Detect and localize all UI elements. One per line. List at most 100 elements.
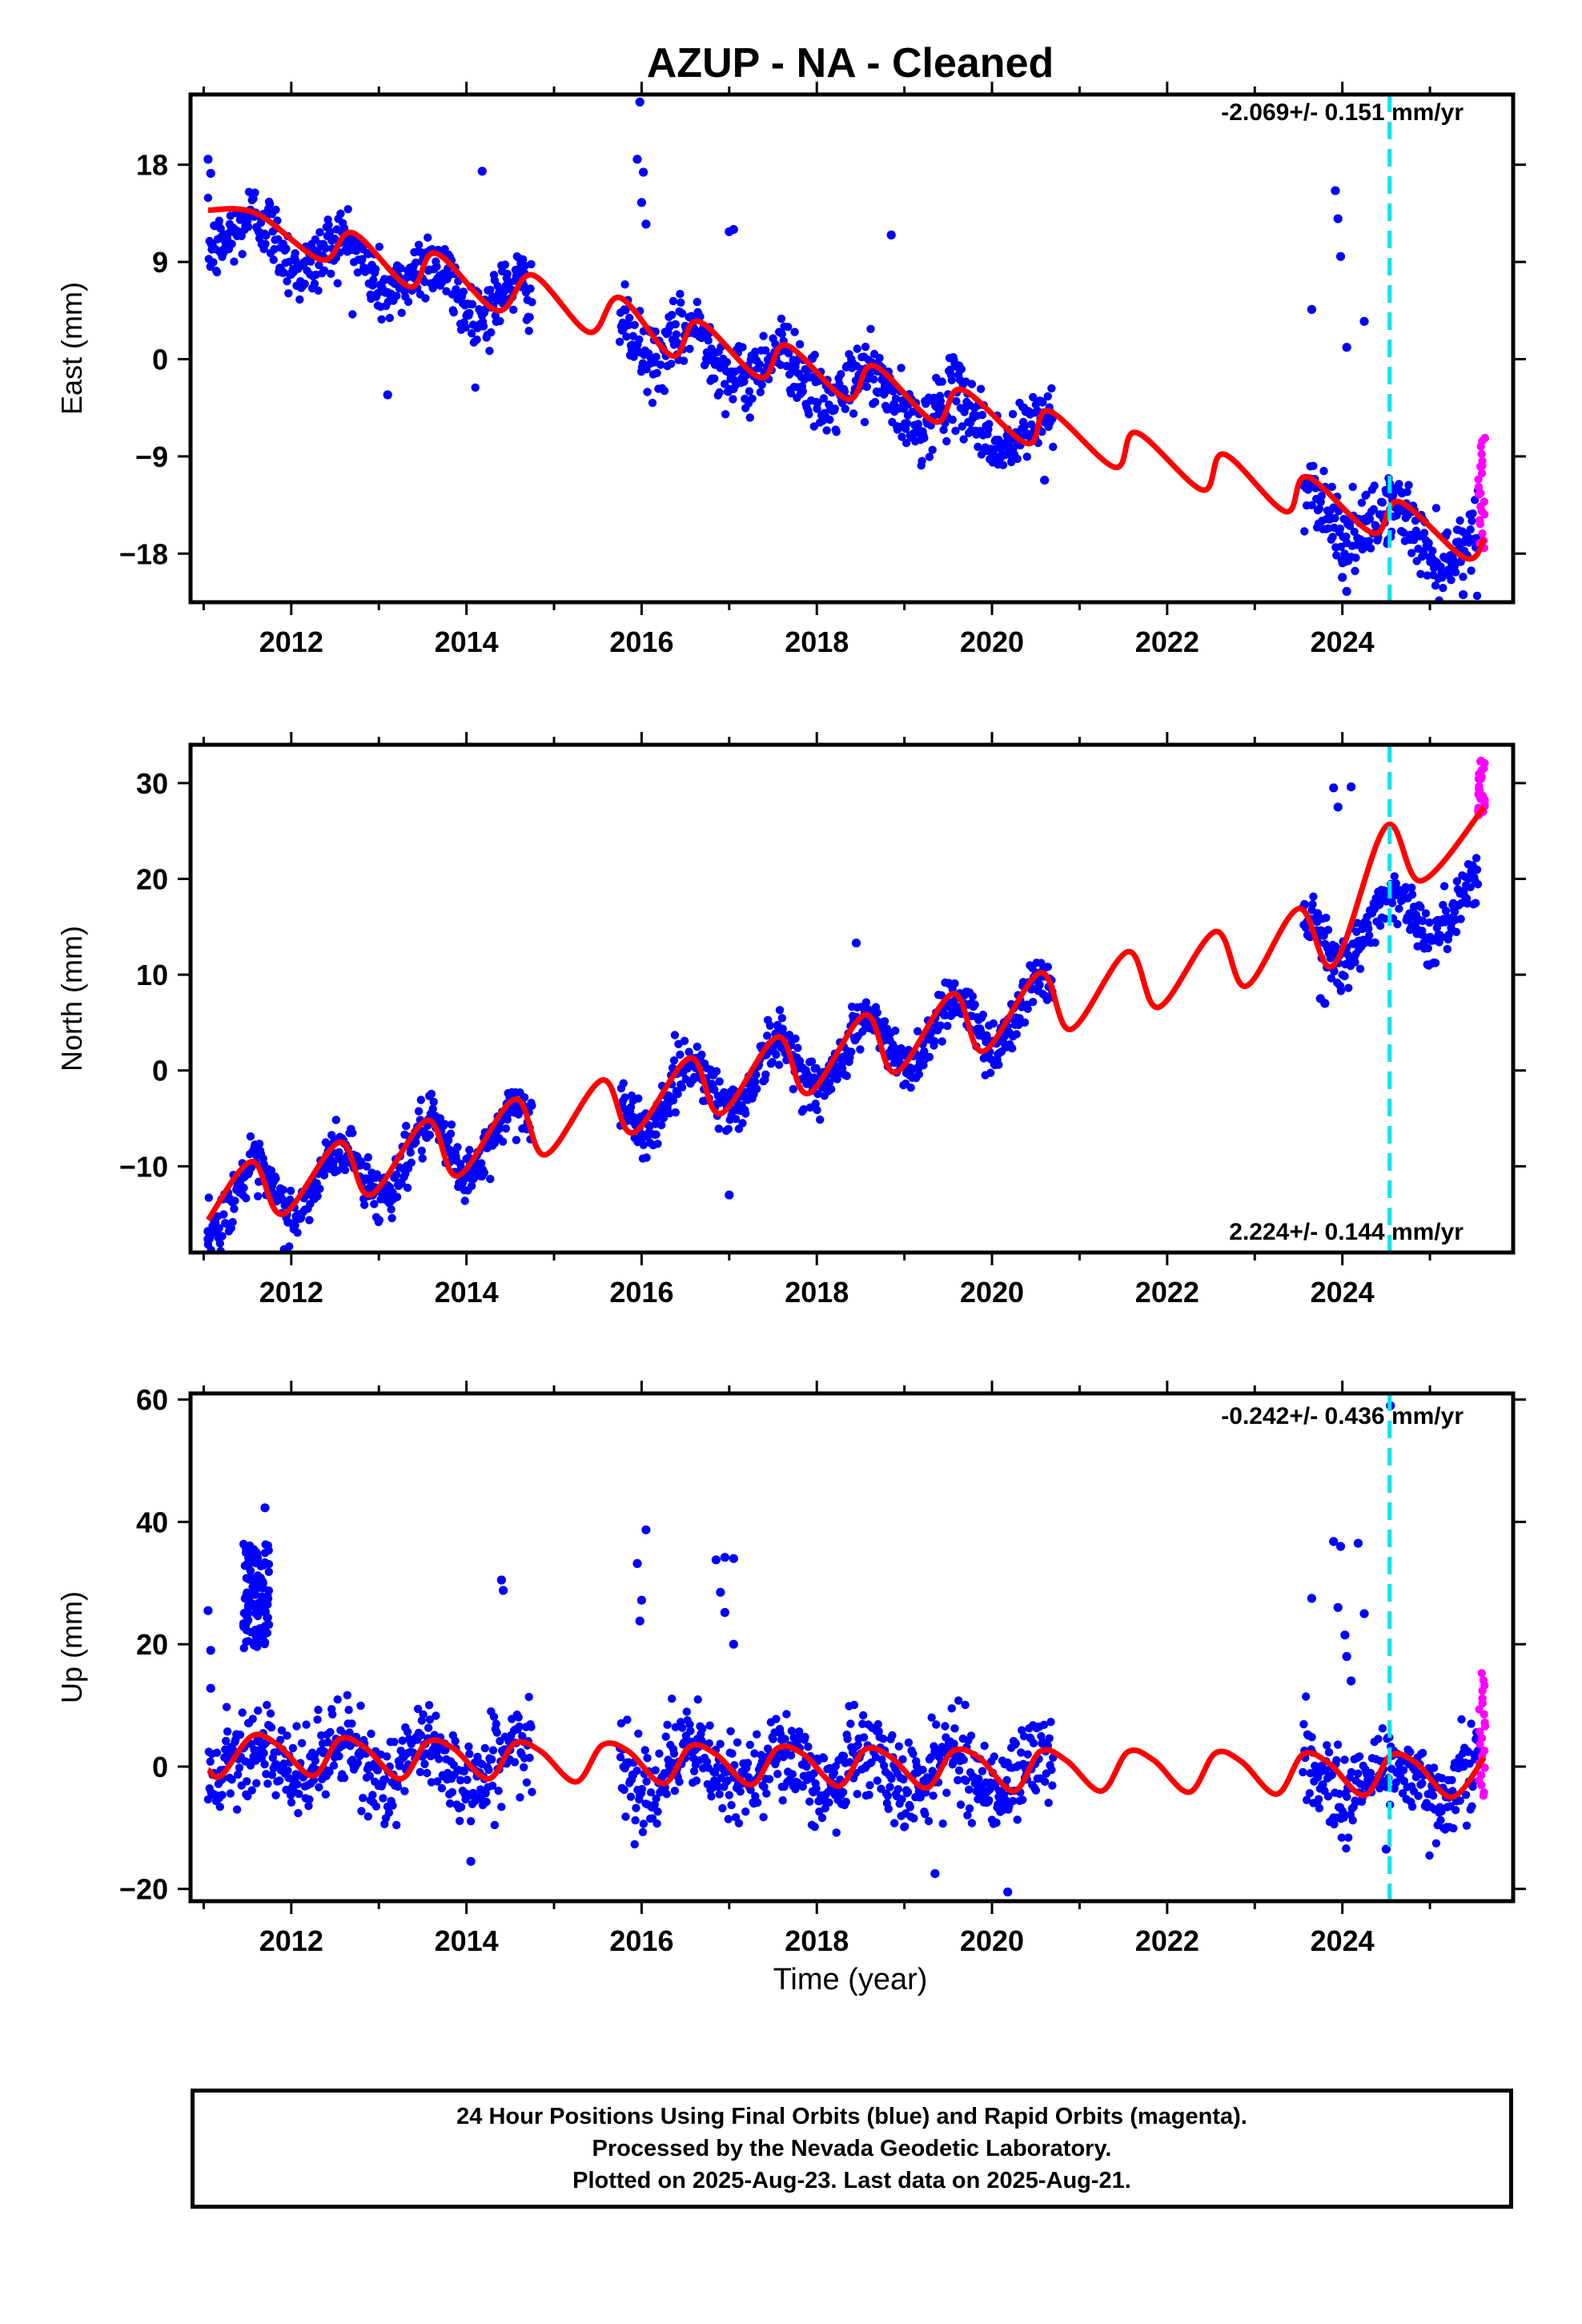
final-point <box>385 313 394 323</box>
final-point <box>488 1755 496 1764</box>
final-point <box>938 1819 947 1828</box>
final-point <box>825 415 834 424</box>
y-tick-label: 20 <box>136 1628 168 1661</box>
final-point <box>239 1643 248 1653</box>
final-point <box>967 1819 977 1827</box>
final-point <box>1395 480 1403 489</box>
final-point <box>1403 488 1411 497</box>
final-point <box>315 1783 323 1791</box>
final-point <box>906 1084 915 1092</box>
final-point <box>642 1777 651 1786</box>
final-point <box>447 1120 456 1129</box>
final-orbit-points <box>203 97 1483 602</box>
final-point <box>963 1811 972 1819</box>
final-point <box>528 1101 536 1110</box>
final-point <box>243 1777 251 1786</box>
final-point <box>237 231 246 240</box>
final-point <box>260 1639 269 1649</box>
caption-line-3: Plotted on 2025-Aug-23. Last data on 202… <box>572 2168 1131 2193</box>
final-point <box>887 1774 896 1783</box>
final-point <box>503 1115 512 1124</box>
final-point <box>242 1637 251 1647</box>
x-tick-label: 2012 <box>259 625 323 658</box>
rate-label: 2.224+/- 0.144 mm/yr <box>1229 1219 1464 1245</box>
x-tick-label: 2022 <box>1135 1276 1199 1309</box>
final-point <box>662 1790 671 1799</box>
final-point <box>232 1805 242 1814</box>
final-point <box>1040 1777 1050 1786</box>
final-point <box>616 1719 626 1728</box>
final-point <box>904 1738 913 1747</box>
final-point <box>810 350 819 360</box>
final-point <box>315 260 323 270</box>
final-point <box>1020 421 1030 431</box>
final-point <box>903 1787 913 1796</box>
final-point <box>822 426 831 435</box>
final-point <box>630 1839 639 1849</box>
final-point <box>909 1814 918 1823</box>
final-point <box>810 1823 819 1831</box>
final-point <box>693 1042 701 1051</box>
final-point <box>215 1803 224 1811</box>
outlier-point <box>1307 1594 1316 1603</box>
y-tick-label: 0 <box>152 1055 168 1088</box>
final-point <box>243 1791 252 1801</box>
final-point <box>235 1763 244 1772</box>
final-point <box>1323 1741 1331 1750</box>
final-point <box>1428 546 1437 555</box>
final-point <box>263 1594 273 1603</box>
final-point <box>902 419 912 428</box>
outlier-point <box>1331 186 1340 195</box>
final-point <box>492 1728 501 1737</box>
final-point <box>1351 958 1359 967</box>
y-tick-label: 60 <box>136 1384 168 1417</box>
final-point <box>404 297 413 306</box>
final-point <box>798 387 807 396</box>
final-point <box>809 422 818 431</box>
final-point <box>1365 514 1375 524</box>
plot-area <box>203 97 1490 602</box>
final-point <box>1322 913 1331 923</box>
final-point <box>811 1100 820 1108</box>
final-point <box>676 289 685 299</box>
final-point <box>485 347 494 356</box>
x-tick-label: 2024 <box>1311 625 1375 658</box>
final-point <box>219 1210 228 1219</box>
final-point <box>1323 1792 1333 1801</box>
rapid-point <box>1476 1727 1484 1736</box>
final-point <box>1447 576 1456 585</box>
final-point <box>998 460 1008 469</box>
final-point <box>925 452 934 461</box>
final-point <box>283 277 291 286</box>
final-point <box>503 269 512 279</box>
plot-area <box>203 756 1489 1252</box>
final-point <box>950 1724 959 1733</box>
final-point <box>365 1771 374 1780</box>
final-point <box>437 1783 447 1793</box>
final-point <box>1414 1791 1423 1800</box>
y-tick-label: 30 <box>136 767 168 800</box>
final-point <box>397 1179 406 1188</box>
final-point <box>344 1706 353 1715</box>
final-point <box>446 1129 456 1139</box>
model-curve <box>206 1731 1487 1800</box>
final-point <box>1438 573 1447 582</box>
final-point <box>639 1140 648 1150</box>
final-point <box>804 1743 813 1751</box>
outlier-point <box>1340 1630 1350 1640</box>
final-point <box>528 1787 536 1796</box>
final-point <box>1337 1833 1347 1842</box>
final-point <box>883 1791 893 1800</box>
final-point <box>435 1755 444 1763</box>
final-point <box>525 1753 534 1763</box>
final-point <box>918 1765 927 1775</box>
final-point <box>1039 1720 1049 1729</box>
final-point <box>807 1057 817 1066</box>
final-point <box>416 1096 425 1104</box>
final-point <box>204 1193 213 1202</box>
final-point <box>357 1807 366 1815</box>
axes-frame <box>188 1391 1516 1904</box>
final-point <box>239 1609 248 1618</box>
final-point <box>778 1796 787 1805</box>
final-point <box>314 1705 323 1715</box>
